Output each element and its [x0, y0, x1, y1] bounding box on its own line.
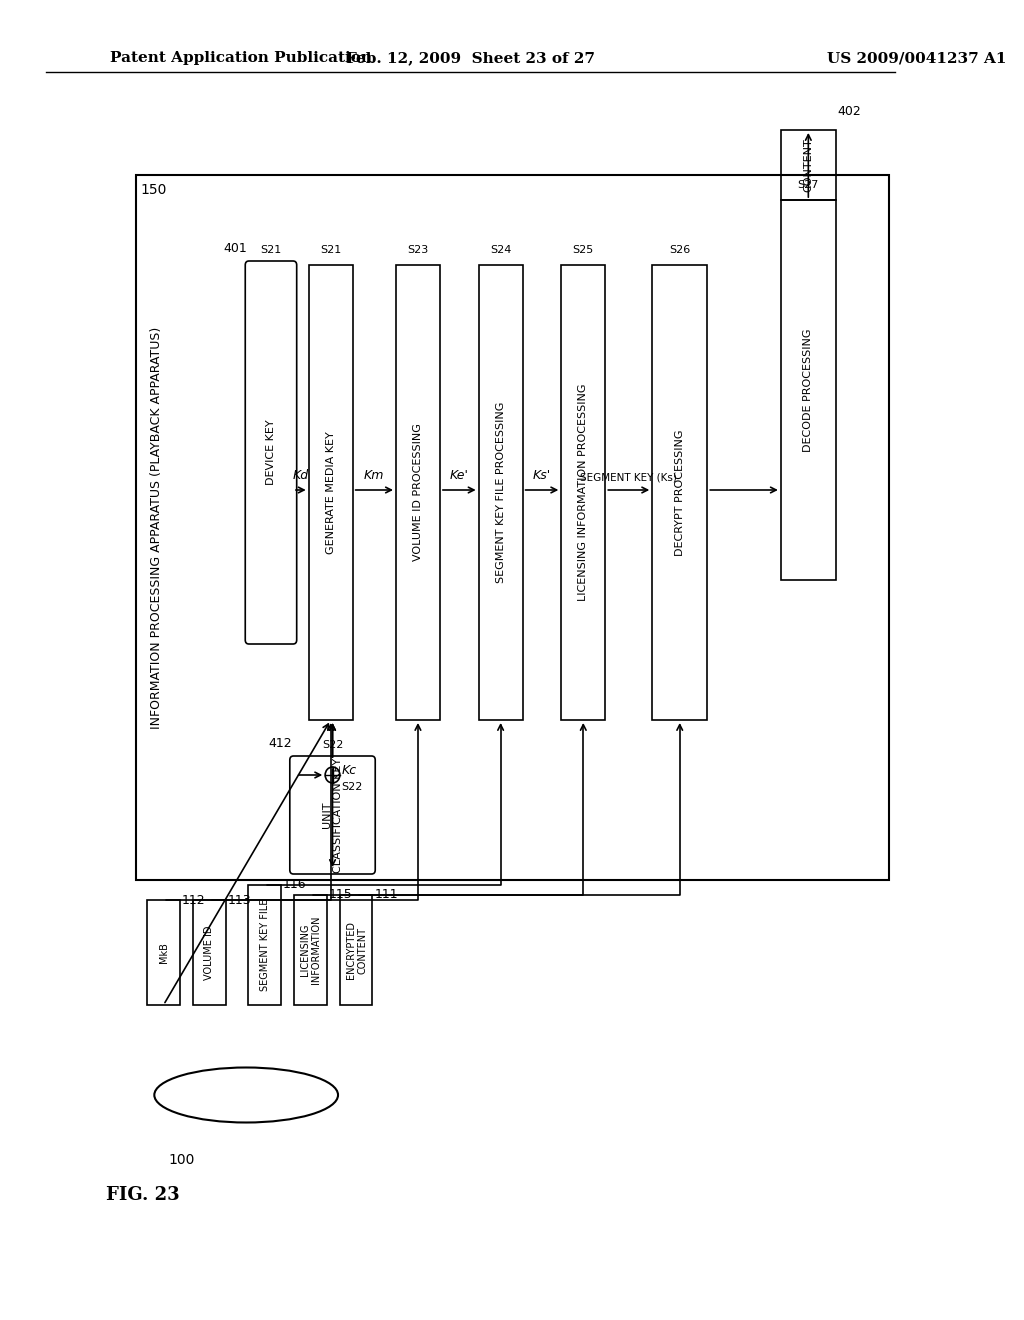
Text: 402: 402 [838, 106, 861, 117]
Text: 412: 412 [268, 737, 292, 750]
Text: VOLUME ID: VOLUME ID [205, 925, 214, 979]
Text: MkB: MkB [159, 942, 169, 962]
Text: FIG. 23: FIG. 23 [105, 1185, 179, 1204]
Text: SEGMENT KEY FILE: SEGMENT KEY FILE [259, 899, 269, 991]
Text: 115: 115 [329, 888, 352, 902]
Text: 150: 150 [140, 183, 167, 197]
Text: 112: 112 [181, 894, 205, 907]
Text: 401: 401 [223, 242, 247, 255]
Text: VOLUME ID PROCESSING: VOLUME ID PROCESSING [413, 424, 423, 561]
Text: S25: S25 [572, 246, 594, 255]
Text: S23: S23 [408, 246, 429, 255]
Text: DECRYPT PROCESSING: DECRYPT PROCESSING [675, 429, 685, 556]
Text: DECODE PROCESSING: DECODE PROCESSING [804, 329, 813, 451]
Text: INFORMATION PROCESSING APPARATUS (PLAYBACK APPARATUS): INFORMATION PROCESSING APPARATUS (PLAYBA… [150, 326, 163, 729]
Text: GENERATE MEDIA KEY: GENERATE MEDIA KEY [326, 432, 336, 554]
Text: LICENSING INFORMATION PROCESSING: LICENSING INFORMATION PROCESSING [579, 384, 588, 601]
Text: 111: 111 [375, 888, 398, 902]
Text: 113: 113 [227, 894, 251, 907]
Text: 116: 116 [283, 879, 306, 891]
Text: Patent Application Publication: Patent Application Publication [111, 51, 373, 65]
Text: S22: S22 [342, 781, 364, 792]
Text: LICENSING
INFORMATION: LICENSING INFORMATION [300, 916, 322, 985]
Text: S22: S22 [322, 741, 343, 750]
Text: Kd: Kd [293, 469, 309, 482]
Text: Feb. 12, 2009  Sheet 23 of 27: Feb. 12, 2009 Sheet 23 of 27 [346, 51, 595, 65]
Text: DEVICE KEY: DEVICE KEY [266, 420, 276, 486]
Text: US 2009/0041237 A1: US 2009/0041237 A1 [826, 51, 1007, 65]
Text: S21: S21 [321, 246, 341, 255]
Text: SEGMENT KEY (Ks): SEGMENT KEY (Ks) [581, 473, 677, 482]
Text: Km: Km [365, 469, 384, 482]
Text: S26: S26 [669, 246, 690, 255]
Text: S24: S24 [489, 246, 511, 255]
Text: Kc: Kc [342, 763, 356, 776]
Text: S21: S21 [260, 246, 282, 255]
Text: 100: 100 [168, 1152, 195, 1167]
Text: S27: S27 [798, 180, 819, 190]
Text: Ke': Ke' [450, 469, 469, 482]
Text: Ks': Ks' [532, 469, 551, 482]
Text: CONTENT: CONTENT [804, 139, 813, 191]
Text: UNIT
CLASSIFICATION KEY: UNIT CLASSIFICATION KEY [322, 758, 343, 873]
Text: ENCRYPTED
CONTENT: ENCRYPTED CONTENT [345, 921, 368, 979]
Text: SEGMENT KEY FILE PROCESSING: SEGMENT KEY FILE PROCESSING [496, 401, 506, 583]
